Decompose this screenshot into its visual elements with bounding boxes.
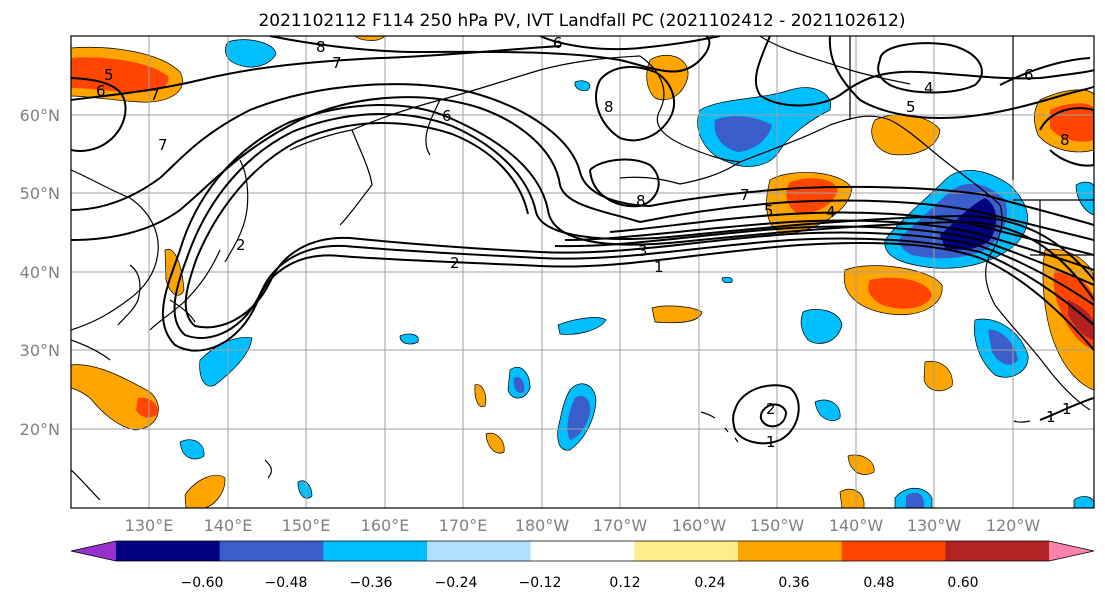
contour-label: 6 bbox=[442, 107, 452, 125]
colorbar-segment bbox=[738, 541, 843, 561]
contour-label: 7 bbox=[150, 86, 160, 104]
contour-label: 1 bbox=[654, 258, 664, 276]
colorbar-tick-label: 0.12 bbox=[609, 575, 640, 591]
colorbar-tick-labels: −0.60 −0.48 −0.36 −0.24 −0.12 0.12 0.24 … bbox=[181, 575, 979, 591]
pv-contour-3 bbox=[184, 121, 1094, 329]
latitude-labels: 60°N 50°N 40°N 30°N 20°N bbox=[20, 106, 60, 439]
pv-contour-9 bbox=[71, 77, 127, 152]
colorbar-segment bbox=[1049, 541, 1094, 561]
pv-contour-2 bbox=[173, 112, 1094, 339]
contour-label: 8 bbox=[316, 38, 326, 56]
contour-label: 7 bbox=[740, 186, 750, 204]
colorbar-tick-label: 0.24 bbox=[694, 575, 725, 591]
lat-label: 20°N bbox=[20, 420, 60, 439]
colorbar-segment bbox=[323, 541, 428, 561]
contour-label: 7 bbox=[158, 136, 168, 154]
colorbar-tick-label: 0.48 bbox=[863, 575, 894, 591]
pv-contours bbox=[71, 36, 1094, 445]
contour-label: 8 bbox=[604, 98, 614, 116]
pv-contour-17 bbox=[1039, 107, 1094, 167]
lon-label: 150°W bbox=[750, 516, 805, 535]
map-frame bbox=[70, 35, 1095, 509]
lat-label: 50°N bbox=[20, 184, 60, 203]
longitude-labels: 130°E 140°E 150°E 160°E 170°E 180°W 170°… bbox=[125, 516, 1041, 535]
colorbar-tick-label: 0.60 bbox=[947, 575, 978, 591]
pv-contour-6 bbox=[609, 211, 1094, 256]
contour-label: 1 bbox=[1046, 408, 1056, 426]
colorbar-segment bbox=[945, 541, 1050, 561]
colorbar-segment bbox=[530, 541, 635, 561]
pv-contour-11 bbox=[269, 36, 711, 73]
contour-label: 4 bbox=[826, 203, 836, 221]
contour-label: 6 bbox=[96, 82, 106, 100]
lon-label: 150°E bbox=[282, 516, 331, 535]
contour-label: 1 bbox=[1062, 400, 1072, 418]
contour-label: 8 bbox=[636, 192, 646, 210]
pv-contour-20 bbox=[759, 403, 788, 428]
pv-contour-5 bbox=[564, 219, 1094, 271]
colorbar: −0.60 −0.48 −0.36 −0.24 −0.12 0.12 0.24 … bbox=[70, 540, 1095, 591]
colorbar-tick-label: −0.48 bbox=[265, 575, 308, 591]
contour-label: 6 bbox=[1024, 66, 1034, 84]
pv-contour-13 bbox=[589, 158, 660, 208]
contour-label: 8 bbox=[1060, 131, 1070, 149]
lat-label: 40°N bbox=[20, 263, 60, 282]
lon-label: 130°E bbox=[125, 516, 174, 535]
pv-contour-19 bbox=[732, 384, 800, 445]
pv-contour-14 bbox=[754, 36, 1094, 107]
lon-label: 120°W bbox=[986, 516, 1041, 535]
pv-contour-16 bbox=[877, 42, 983, 94]
map-panel: 5 6 8 7 6 7 6 7 8 4 5 6 2 8 7 5 4 3 1 2 bbox=[70, 34, 1095, 509]
colorbar-segment bbox=[116, 541, 221, 561]
pv-contour-7 bbox=[71, 96, 1094, 241]
pv-contour-18 bbox=[999, 57, 1091, 86]
lon-label: 140°W bbox=[829, 516, 884, 535]
pv-contour-15 bbox=[828, 36, 1094, 120]
pv-contour-8 bbox=[71, 83, 1094, 226]
lon-label: 160°W bbox=[672, 516, 727, 535]
lon-label: 180°W bbox=[515, 516, 570, 535]
colorbar-tick-label: −0.24 bbox=[435, 575, 478, 591]
lon-label: 130°W bbox=[907, 516, 962, 535]
contour-label: 6 bbox=[553, 34, 563, 52]
pv-contour-1 bbox=[161, 103, 1094, 352]
colorbar-tick-label: −0.60 bbox=[181, 575, 224, 591]
contour-label: 2 bbox=[450, 254, 460, 272]
colorbar-segment bbox=[841, 541, 946, 561]
map-title: 2021102112 F114 250 hPa PV, IVT Landfall… bbox=[258, 11, 905, 31]
contour-label: 4 bbox=[924, 79, 934, 97]
lon-label: 170°E bbox=[439, 516, 488, 535]
colorbar-tick-label: 0.36 bbox=[778, 575, 809, 591]
colorbar-segment bbox=[634, 541, 739, 561]
colorbar-segment bbox=[427, 541, 532, 561]
lon-label: 170°W bbox=[593, 516, 648, 535]
pv-contour-12 bbox=[595, 65, 675, 142]
colorbar-tick-label: −0.36 bbox=[350, 575, 393, 591]
contour-label: 3 bbox=[638, 242, 648, 260]
contour-label: 1 bbox=[766, 433, 776, 451]
contour-label: 7 bbox=[332, 54, 342, 72]
pv-contour-22 bbox=[539, 36, 721, 51]
contour-label: 2 bbox=[236, 236, 246, 254]
pv-contour-4 bbox=[554, 225, 1094, 286]
contour-label: 2 bbox=[766, 400, 776, 418]
colorbar-segment bbox=[219, 541, 324, 561]
contour-labels: 5 6 8 7 6 7 6 7 8 4 5 6 2 8 7 5 4 3 1 2 bbox=[96, 34, 1072, 451]
contour-label: 5 bbox=[104, 66, 114, 84]
lat-label: 60°N bbox=[20, 106, 60, 125]
colorbar-segment bbox=[71, 541, 116, 561]
contour-label: 5 bbox=[906, 98, 916, 116]
colorbar-tick-label: −0.12 bbox=[519, 575, 562, 591]
pv-contour-21 bbox=[1039, 397, 1094, 421]
contour-label: 5 bbox=[764, 202, 774, 220]
lat-label: 30°N bbox=[20, 341, 60, 360]
lon-label: 160°E bbox=[361, 516, 410, 535]
lon-label: 140°E bbox=[204, 516, 253, 535]
colorbar-segments bbox=[70, 540, 1095, 562]
colorbar-outline bbox=[70, 540, 1095, 562]
